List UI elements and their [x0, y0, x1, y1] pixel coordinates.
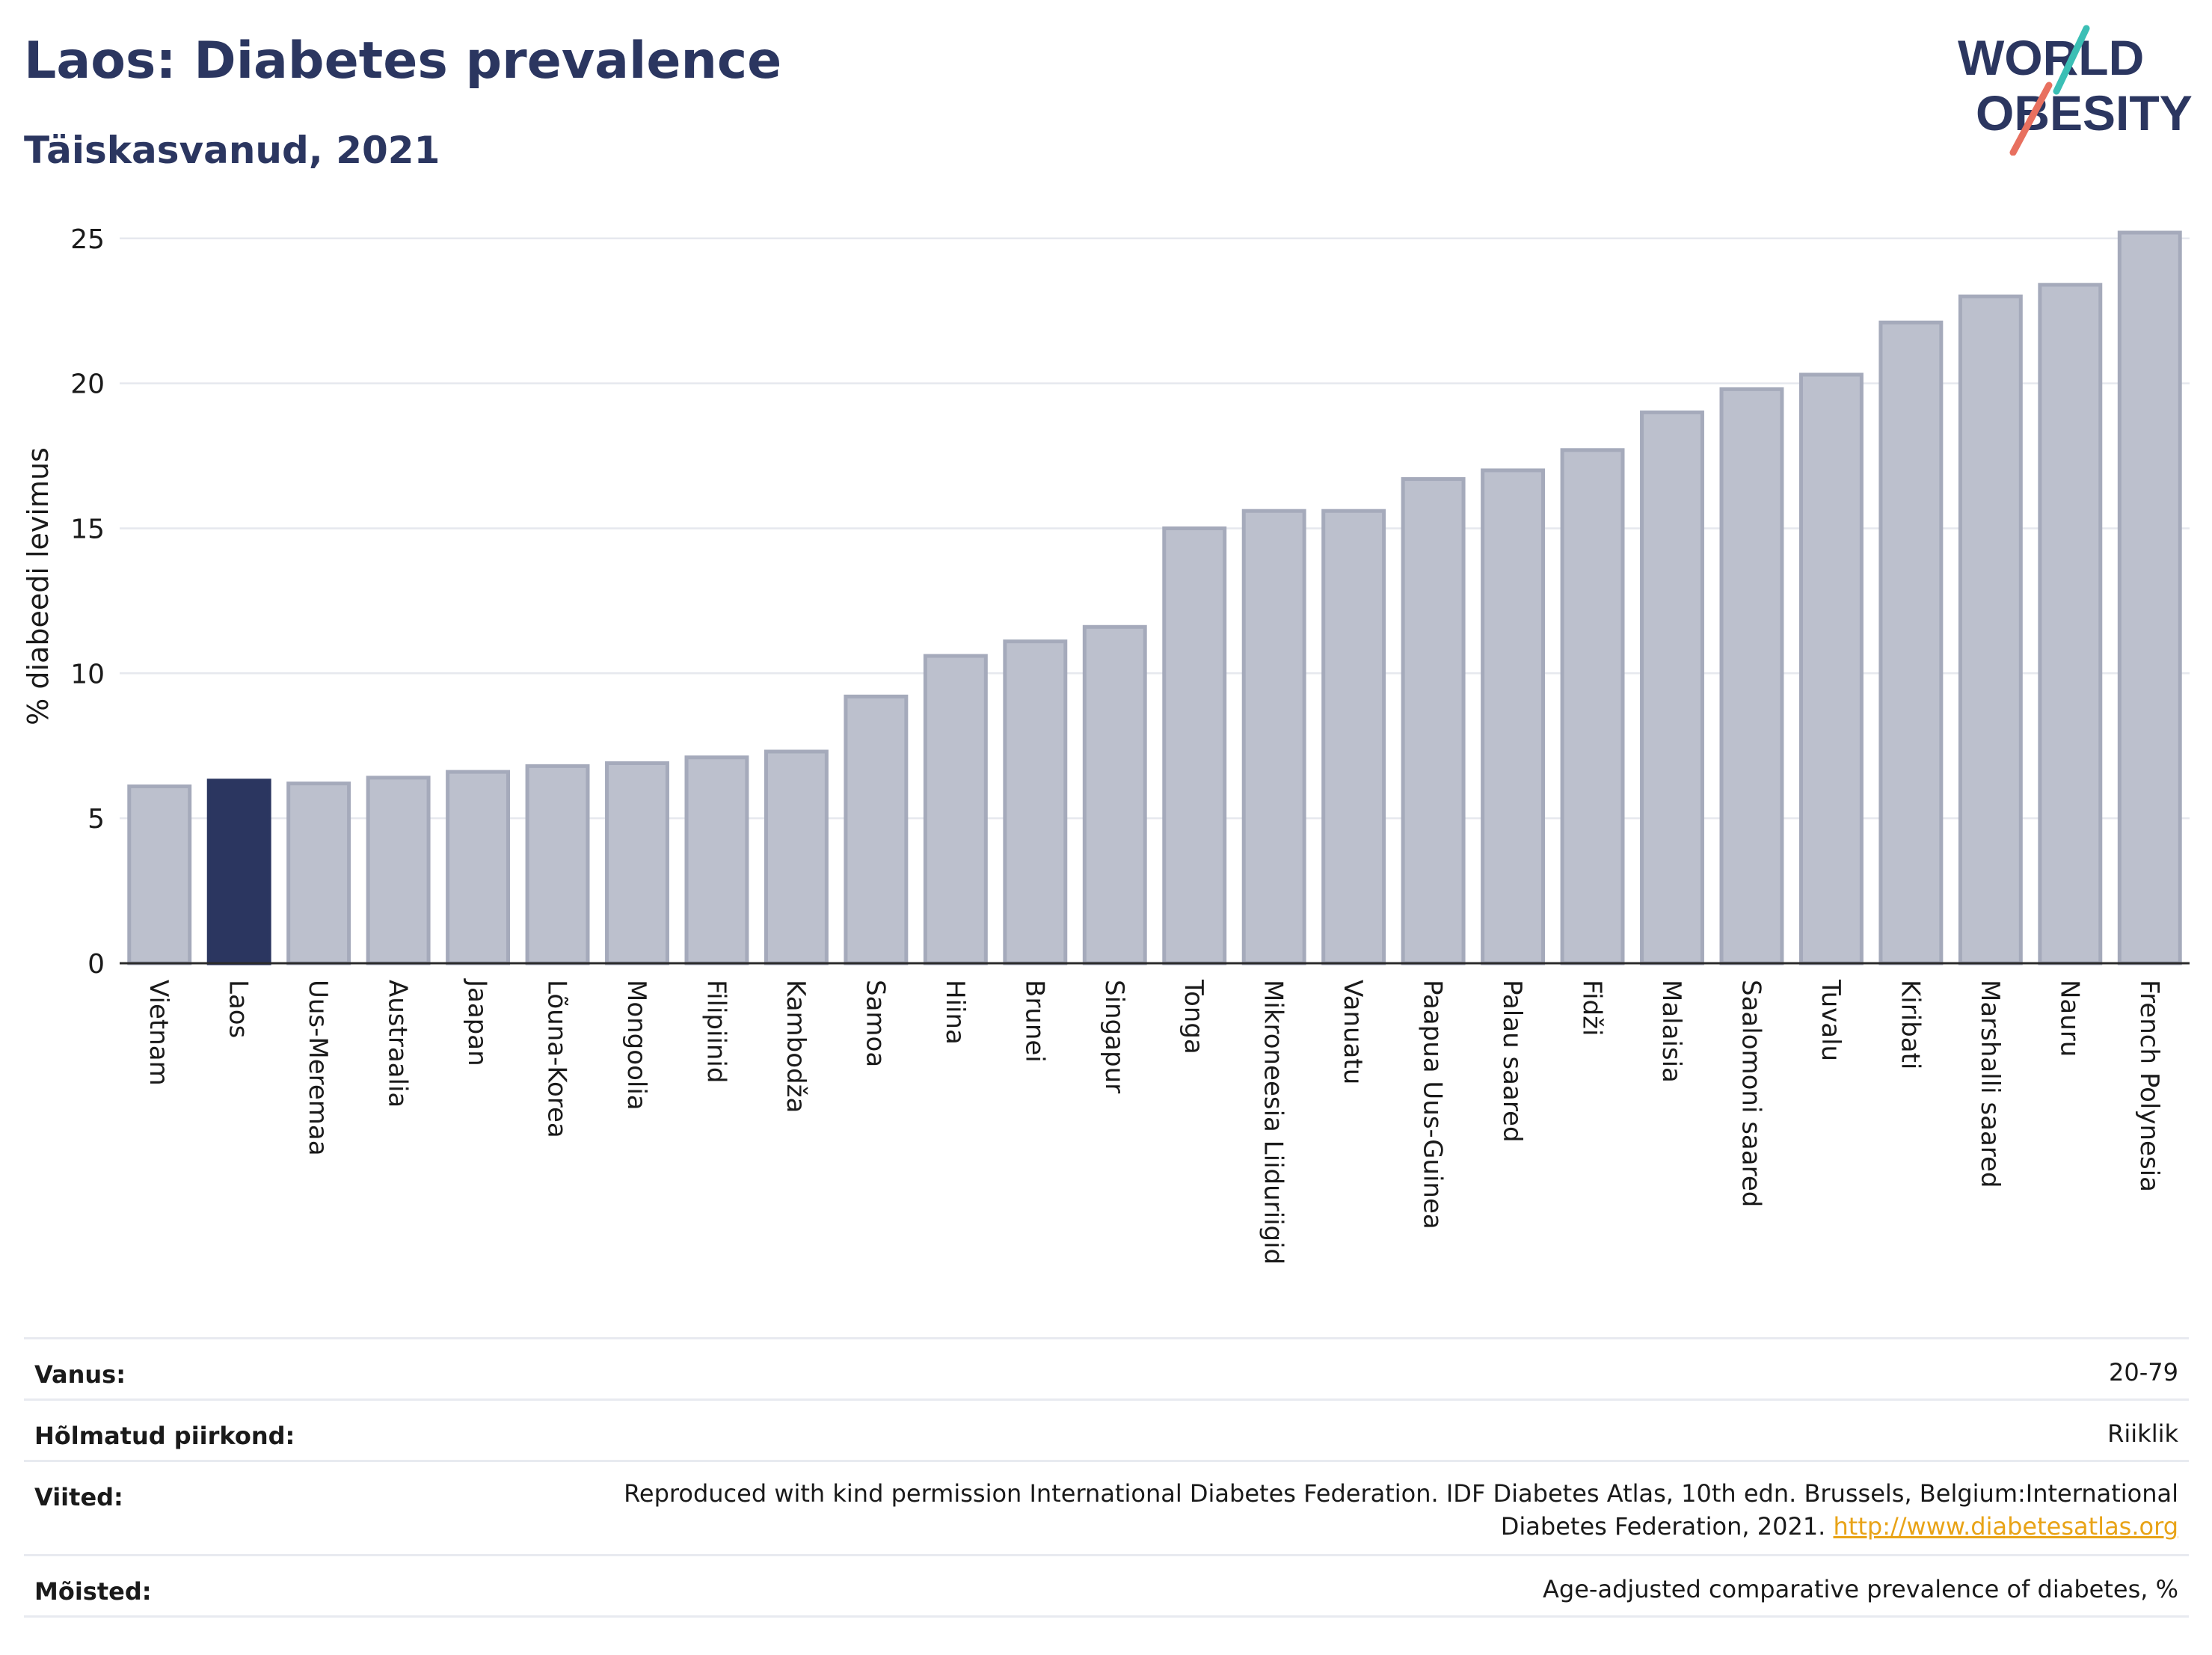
bar-malaisia	[1640, 410, 1704, 965]
bar-chart: 0 5 10 15 20 25 Vietnam Laos Uus-Meremaa Austraa…	[22, 224, 2190, 1265]
bar-fid-i	[1560, 448, 1625, 965]
bar-nauru	[2038, 283, 2103, 965]
world-obesity-logo: WORLD OBESITY	[1958, 25, 2193, 156]
bar-palau-saared	[1481, 468, 1546, 965]
meta-value: 20-79	[2109, 1358, 2178, 1387]
bar-kambod-a	[764, 749, 829, 965]
x-axis-labels: Vietnam Laos Uus-Meremaa Austraalia Jaapan Lõ…	[144, 978, 2164, 1265]
bar-mikroneesia-liiduriigid	[1241, 509, 1306, 965]
chart-title: Laos: Diabetes prevalence	[24, 31, 782, 90]
bar-brunei	[1003, 639, 1068, 965]
x-tick-label: Malaisia	[1656, 980, 1686, 1083]
x-tick-label: Mongoolia	[621, 980, 651, 1111]
x-tick-label: Vanuatu	[1338, 980, 1368, 1084]
x-tick-label: Marshalli saared	[1975, 980, 2005, 1188]
x-tick-label: Austraalia	[383, 980, 413, 1108]
y-tick-label: 15	[70, 514, 105, 544]
x-tick-label: Vietnam	[144, 980, 173, 1086]
x-tick-label: Saalomoni saared	[1736, 980, 1766, 1207]
y-tick-label: 25	[70, 224, 105, 255]
y-axis-label: % diabeedi levimus	[22, 447, 55, 725]
x-tick-label: Kambodža	[781, 980, 811, 1113]
x-tick-label: French Polynesia	[2134, 980, 2164, 1192]
meta-row-references: Viited: Reproduced with kind permission …	[24, 1460, 2189, 1555]
bar-vanuatu	[1321, 509, 1386, 965]
y-tick-label: 20	[70, 369, 105, 400]
x-tick-label: Tonga	[1179, 979, 1208, 1054]
bar-tuvalu	[1798, 372, 1864, 965]
x-tick-label: Tuvalu	[1816, 979, 1846, 1061]
meta-row-definitions: Mõisted: Age-adjusted comparative preval…	[24, 1554, 2189, 1616]
meta-label: Vanus:	[34, 1360, 126, 1389]
meta-bottom-border	[24, 1615, 2189, 1618]
x-tick-label: Lõuna-Korea	[542, 980, 572, 1138]
bar-mongoolia	[605, 761, 669, 965]
y-tick-label: 0	[87, 949, 105, 980]
logo-slash-coral	[2009, 82, 2053, 156]
chart-subtitle: Täiskasvanud, 2021	[24, 129, 440, 172]
x-tick-label: Nauru	[2054, 980, 2084, 1057]
x-tick-label: Brunei	[1019, 980, 1049, 1063]
x-tick-label: Hiina	[940, 980, 970, 1045]
x-tick-label: Uus-Meremaa	[303, 980, 333, 1156]
bar-uus-meremaa	[286, 782, 351, 965]
x-tick-label: Jaapan	[462, 978, 492, 1066]
meta-value: Reproduced with kind permission Internat…	[533, 1477, 2178, 1543]
y-tick-label: 10	[70, 659, 105, 690]
x-tick-label: Kiribati	[1895, 980, 1925, 1069]
meta-label: Viited:	[34, 1483, 123, 1511]
bar-jaapan	[446, 770, 511, 965]
bar-marshalli-saared	[1958, 294, 2023, 965]
meta-label: Mõisted:	[34, 1577, 152, 1606]
x-tick-label: Paapua Uus-Guinea	[1418, 980, 1448, 1229]
logo-word-obesity: OBESITY	[1976, 85, 2193, 141]
bar-l-una-korea	[525, 764, 590, 965]
meta-row-age: Vanus: 20-79	[24, 1337, 2189, 1399]
bar-saalomoni-saared	[1719, 387, 1784, 965]
bar-tonga	[1162, 526, 1227, 965]
x-tick-label: Samoa	[860, 980, 890, 1067]
meta-label: Hõlmatud piirkond:	[34, 1422, 295, 1450]
x-tick-label: Mikroneesia Liiduriigid	[1259, 980, 1288, 1265]
bar-kiribati	[1878, 320, 1944, 965]
y-tick-label: 5	[87, 804, 105, 835]
logo-word-world: WORLD	[1958, 30, 2144, 85]
y-axis-ticks: 0 5 10 15 20 25	[70, 224, 105, 980]
x-tick-label: Laos	[224, 980, 254, 1038]
bar-singapur	[1082, 624, 1147, 965]
meta-value: Riiklik	[2107, 1419, 2178, 1448]
x-tick-label: Filipiinid	[701, 980, 731, 1083]
bar-paapua-uus-guinea	[1401, 477, 1466, 965]
x-tick-label: Singapur	[1099, 980, 1129, 1093]
bar-vietnam	[127, 784, 192, 965]
bar-samoa	[844, 694, 909, 965]
logo-slash-teal	[2053, 25, 2090, 95]
bar-austraalia	[366, 776, 431, 965]
bar-french-polynesia	[2117, 230, 2182, 965]
meta-row-region: Hõlmatud piirkond: Riiklik	[24, 1398, 2189, 1461]
diabetesatlas-link[interactable]: http://www.diabetesatlas.org	[1833, 1512, 2178, 1541]
bar-hiina	[923, 654, 988, 965]
reference-text: Reproduced with kind permission Internat…	[624, 1479, 2178, 1541]
bars	[127, 230, 2182, 965]
x-tick-label: Fidži	[1577, 980, 1607, 1036]
bar-laos	[206, 779, 271, 965]
x-tick-label: Palau saared	[1497, 980, 1527, 1143]
bar-filipiinid	[684, 755, 749, 965]
meta-value: Age-adjusted comparative prevalence of d…	[1543, 1575, 2178, 1603]
